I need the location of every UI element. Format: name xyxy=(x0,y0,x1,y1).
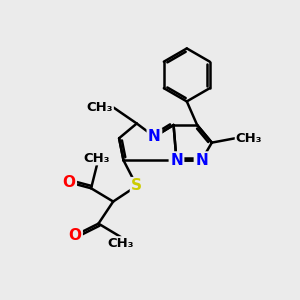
Text: N: N xyxy=(195,153,208,168)
Text: CH₃: CH₃ xyxy=(84,152,110,165)
Text: N: N xyxy=(148,129,161,144)
Text: O: O xyxy=(68,228,81,243)
Text: S: S xyxy=(131,178,142,194)
Text: O: O xyxy=(62,175,76,190)
Text: CH₃: CH₃ xyxy=(107,237,134,250)
Text: CH₃: CH₃ xyxy=(87,101,113,114)
Text: N: N xyxy=(170,153,183,168)
Text: CH₃: CH₃ xyxy=(236,132,262,145)
